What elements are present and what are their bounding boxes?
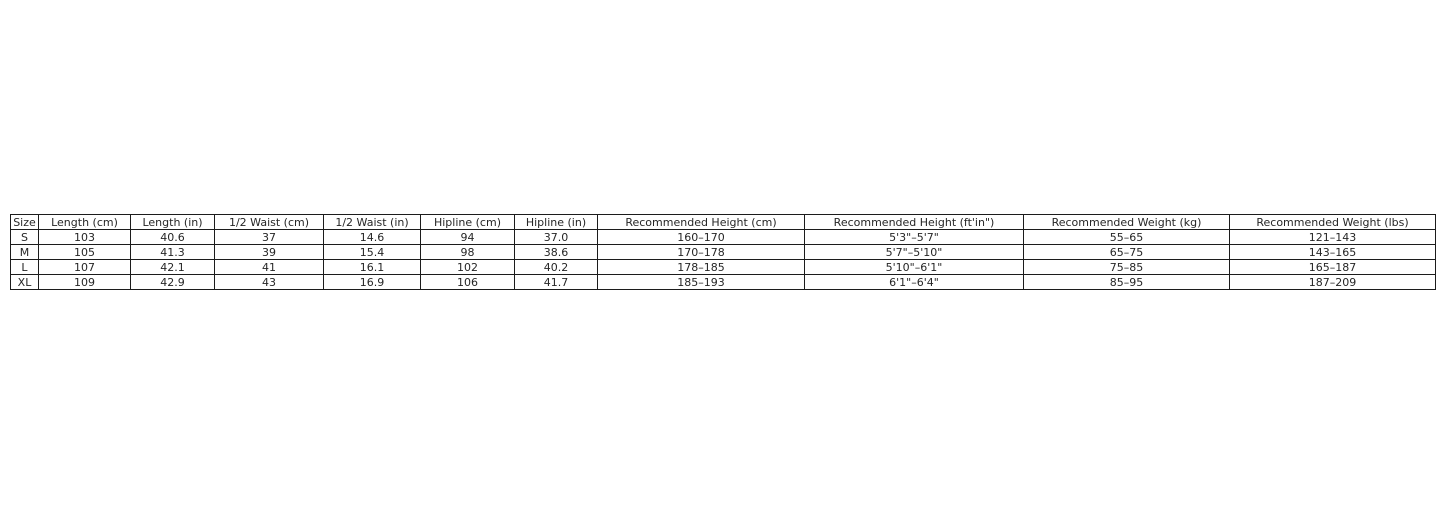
table-cell: 85–95 (1023, 274, 1230, 290)
table-cell: 42.9 (130, 274, 215, 290)
header-row: Size Length (cm) Length (in) 1/2 Waist (cm)… (10, 214, 1436, 230)
column-header-hipline-in: Hipline (in) (514, 214, 598, 230)
table-cell: 94 (420, 229, 515, 245)
table-cell: 103 (38, 229, 131, 245)
table-cell: 165–187 (1229, 259, 1436, 275)
column-header-hipline-cm: Hipline (cm) (420, 214, 515, 230)
size-cell: S (10, 229, 39, 245)
table-cell: 106 (420, 274, 515, 290)
table-cell: 39 (214, 244, 324, 260)
column-header-recommended-height-cm: Recommended Height (cm) (597, 214, 805, 230)
table-cell: 16.1 (323, 259, 421, 275)
table-cell: 40.6 (130, 229, 215, 245)
column-header-recommended-weight-kg: Recommended Weight (kg) (1023, 214, 1230, 230)
table-row: L 107 42.1 41 16.1 102 40.2 178–185 5'10"–6'1" 75… (10, 259, 1436, 275)
column-header-recommended-height-ft-in: Recommended Height (ft'in") (804, 214, 1024, 230)
table-cell: 143–165 (1229, 244, 1436, 260)
column-header-1-2-waist-in: 1/2 Waist (in) (323, 214, 421, 230)
table-cell: 55–65 (1023, 229, 1230, 245)
table-cell: 14.6 (323, 229, 421, 245)
table-cell: 187–209 (1229, 274, 1436, 290)
table-cell: 6'1"–6'4" (804, 274, 1024, 290)
table-cell: 5'3"–5'7" (804, 229, 1024, 245)
column-header-length-cm: Length (cm) (38, 214, 131, 230)
table-row: S 103 40.6 37 14.6 94 37.0 160–170 5'3"–5'7" 55–6… (10, 229, 1436, 245)
table-cell: 16.9 (323, 274, 421, 290)
column-header-length-in: Length (in) (130, 214, 215, 230)
table-cell: 121–143 (1229, 229, 1436, 245)
table-cell: 15.4 (323, 244, 421, 260)
table-cell: 41.3 (130, 244, 215, 260)
table-cell: 5'10"–6'1" (804, 259, 1024, 275)
table-cell: 105 (38, 244, 131, 260)
size-chart-table: Size Length (cm) Length (in) 1/2 Waist (cm)… (10, 214, 1436, 290)
table-cell: 75–85 (1023, 259, 1230, 275)
table-cell: 170–178 (597, 244, 805, 260)
size-cell: M (10, 244, 39, 260)
table-body: S 103 40.6 37 14.6 94 37.0 160–170 5'3"–5'7" 55–6… (10, 229, 1436, 290)
table-cell: 102 (420, 259, 515, 275)
table-cell: 107 (38, 259, 131, 275)
table-row: M 105 41.3 39 15.4 98 38.6 170–178 5'7"–5'10" 65–… (10, 244, 1436, 260)
table-cell: 38.6 (514, 244, 598, 260)
column-header-1-2-waist-cm: 1/2 Waist (cm) (214, 214, 324, 230)
table-cell: 185–193 (597, 274, 805, 290)
table-cell: 178–185 (597, 259, 805, 275)
table-row: XL 109 42.9 43 16.9 106 41.7 185–193 6'1"–6'4" 85… (10, 274, 1436, 290)
column-header-recommended-weight-lbs: Recommended Weight (lbs) (1229, 214, 1436, 230)
table-cell: 160–170 (597, 229, 805, 245)
table-cell: 42.1 (130, 259, 215, 275)
table-cell: 37.0 (514, 229, 598, 245)
table-header: Size Length (cm) Length (in) 1/2 Waist (cm)… (10, 214, 1436, 230)
column-header-size: Size (10, 214, 39, 230)
table-cell: 43 (214, 274, 324, 290)
size-chart: Size Length (cm) Length (in) 1/2 Waist (cm)… (10, 214, 1436, 290)
table-cell: 37 (214, 229, 324, 245)
table-cell: 41.7 (514, 274, 598, 290)
table-cell: 109 (38, 274, 131, 290)
size-cell: XL (10, 274, 39, 290)
table-cell: 41 (214, 259, 324, 275)
table-cell: 5'7"–5'10" (804, 244, 1024, 260)
table-cell: 40.2 (514, 259, 598, 275)
table-cell: 98 (420, 244, 515, 260)
size-cell: L (10, 259, 39, 275)
table-cell: 65–75 (1023, 244, 1230, 260)
